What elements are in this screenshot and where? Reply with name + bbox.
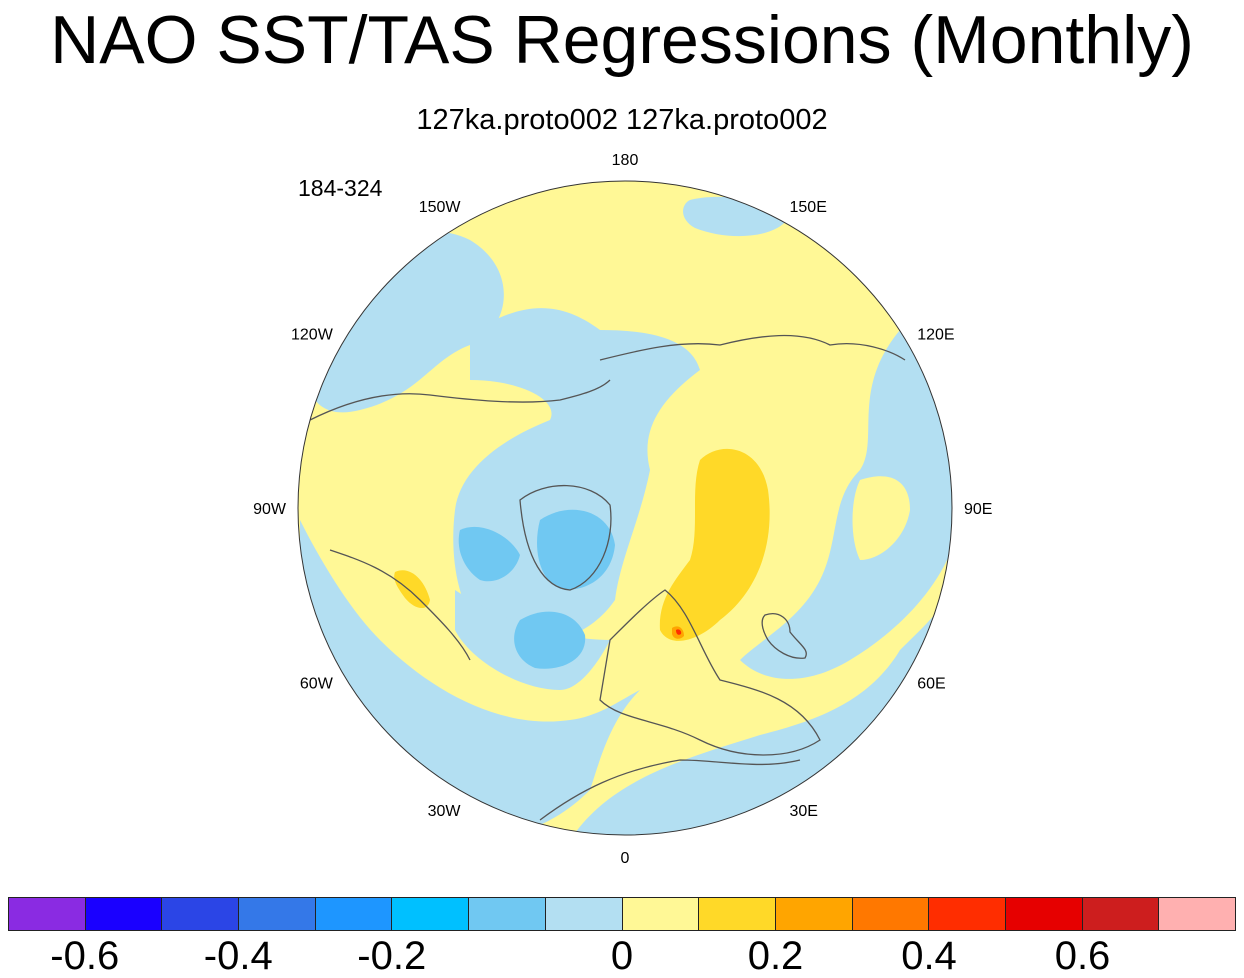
coastline-greenland (519, 484, 612, 591)
colorbar-tick-label: -0.6 (50, 934, 120, 978)
field-region-east-asia (852, 476, 910, 560)
field-region-labrador-sea (458, 526, 520, 582)
coastline-eurasia-arctic (599, 334, 906, 361)
field-region-scandinavia-high (659, 448, 770, 641)
colorbar-swatch (699, 898, 776, 930)
colorbar-swatch (239, 898, 316, 930)
longitude-label: 60W (300, 676, 334, 693)
longitude-label: 60E (917, 676, 945, 693)
colorbar-tick-label: 0 (610, 934, 634, 978)
coastlines (309, 334, 906, 821)
colorbar-tick-label: 0.4 (901, 934, 957, 978)
colorbar-tick-label: 0.6 (1054, 934, 1111, 978)
longitude-label: 120E (917, 327, 954, 344)
longitude-label: 180 (612, 152, 639, 169)
colorbar-swatch (1159, 898, 1235, 930)
colorbar-tick-label: -0.4 (203, 934, 273, 978)
colorbar-swatch (392, 898, 470, 930)
longitude-label: 30W (428, 803, 462, 820)
field-region-iceland-low (514, 611, 586, 669)
field-region-hudson-high (394, 570, 430, 609)
coastline-europe (599, 589, 821, 756)
coastline-africa-north (539, 759, 801, 821)
map-boundary (297, 180, 953, 836)
longitude-label: 150W (419, 199, 462, 216)
colorbar-swatch (545, 898, 623, 930)
longitude-labels: 180 150E 150W 120E 120W 90E 90W 60E 60W 30E 30W 0 (253, 152, 992, 867)
longitude-label: 150E (790, 199, 827, 216)
year-range-label: 184-324 (298, 175, 383, 201)
colorbar-tick-label: 0.2 (747, 934, 804, 978)
colorbar-swatch (775, 898, 853, 930)
longitude-label: 0 (621, 850, 630, 867)
colorbar-swatch (1005, 898, 1083, 930)
colorbar-swatch (1082, 898, 1160, 930)
colorbar-swatch (9, 898, 86, 930)
longitude-label: 90E (964, 501, 992, 518)
coastline-north-america-east (329, 549, 471, 661)
longitude-label: 120W (291, 327, 334, 344)
colorbar-swatch (162, 898, 240, 930)
colorbar-swatch (469, 898, 546, 930)
colorbar-swatch (852, 898, 930, 930)
longitude-label: 30E (790, 803, 818, 820)
colorbar-swatch (929, 898, 1006, 930)
colorbar-swatch (315, 898, 393, 930)
colorbar (8, 897, 1236, 931)
coastline-caspian (761, 613, 807, 659)
colorbar-tick-labels: -0.6 -0.4 -0.2 0 0.2 0.4 0.6 (0, 934, 1244, 978)
field-region-baltic-peak (676, 629, 682, 635)
colorbar-swatch (85, 898, 163, 930)
plot-subtitle: 127ka.proto002 127ka.proto002 (416, 104, 828, 136)
coastline-north-america-arctic (309, 379, 611, 421)
plot-title: NAO SST/TAS Regressions (Monthly) (50, 2, 1194, 78)
colorbar-swatch (622, 898, 700, 930)
colorbar-tick-label: -0.2 (357, 934, 427, 978)
map-field (298, 181, 952, 835)
polar-map: 180 150E 150W 120E 120W 90E 90W 60E 60W 30E 30W 0 (253, 152, 992, 867)
longitude-label: 90W (253, 501, 287, 518)
field-region-siberia (740, 330, 952, 679)
